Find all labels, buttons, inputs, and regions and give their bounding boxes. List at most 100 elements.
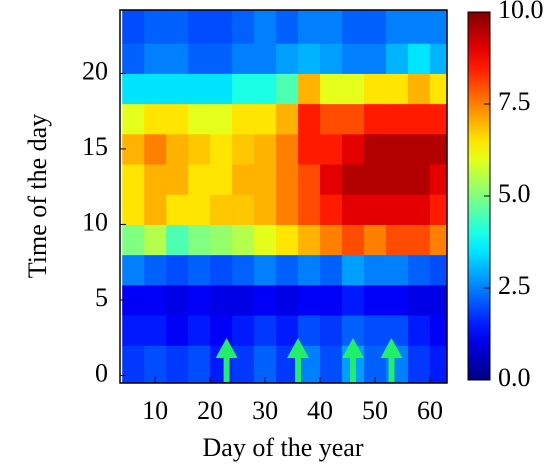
heatmap-cell <box>320 73 343 105</box>
heatmap-cell <box>166 254 189 286</box>
heatmap-cell <box>342 194 365 225</box>
heatmap-cell <box>254 43 277 74</box>
heatmap-cell <box>210 103 233 135</box>
heatmap-cell <box>188 284 211 316</box>
heatmap-cell <box>320 43 343 74</box>
heatmap-cell <box>364 315 387 346</box>
heatmap-cell <box>342 10 365 44</box>
heatmap-cell <box>254 164 277 195</box>
heatmap-cell <box>166 194 189 225</box>
heatmap-cell <box>276 194 299 225</box>
heatmap-cell <box>407 164 431 195</box>
x-axis-label: Day of the year <box>203 433 364 462</box>
heatmap-cell <box>254 224 277 256</box>
heatmap-cell <box>166 43 189 74</box>
heatmap-cell <box>364 133 387 165</box>
heatmap-cell <box>254 345 277 383</box>
heatmap-cell <box>188 194 211 225</box>
heatmap-cell <box>298 133 321 165</box>
heatmap-cell <box>429 133 447 165</box>
heatmap-cell <box>188 103 211 135</box>
heatmap-cell <box>254 10 277 44</box>
heatmap-cell <box>385 254 409 286</box>
heatmap-cell <box>144 315 167 346</box>
heatmap-cell <box>298 254 321 286</box>
heatmap-cell <box>232 284 255 316</box>
x-tick-label: 40 <box>307 396 333 425</box>
heatmap-cell <box>342 73 365 105</box>
heatmap-cell <box>188 254 211 286</box>
heatmap-cell <box>342 224 365 256</box>
heatmap-cell <box>385 43 409 74</box>
heatmap-cell <box>342 43 365 74</box>
heatmap-cell <box>166 10 189 44</box>
heatmap-cell <box>210 73 233 105</box>
heatmap-cell <box>188 73 211 105</box>
heatmap-cell <box>407 43 431 74</box>
heatmap-cell <box>144 133 167 165</box>
heatmap-cell <box>232 224 255 256</box>
heatmap-cell <box>210 194 233 225</box>
heatmap-cell <box>364 224 387 256</box>
heatmap-cell <box>364 284 387 316</box>
x-tick-label: 20 <box>197 396 223 425</box>
heatmap-cell <box>320 345 343 383</box>
heatmap-cell <box>166 73 189 105</box>
heatmap-cell <box>254 103 277 135</box>
heatmap-cell <box>407 315 431 346</box>
heatmap-cell <box>407 194 431 225</box>
heatmap-cell <box>364 164 387 195</box>
heatmap-cell <box>407 224 431 256</box>
heatmap-cell <box>385 284 409 316</box>
heatmap-cell <box>298 43 321 74</box>
heatmap-cell <box>342 315 365 346</box>
heatmap-cell <box>232 103 255 135</box>
heatmap-cell <box>144 164 167 195</box>
heatmap-cell <box>407 254 431 286</box>
heatmap-cell <box>276 284 299 316</box>
colorbar-tick-label: 10.0 <box>498 0 544 24</box>
heatmap-cell <box>122 224 145 256</box>
heatmap-cell <box>188 224 211 256</box>
heatmap-cell <box>429 10 447 44</box>
heatmap-cell <box>210 254 233 286</box>
arrow <box>342 338 365 382</box>
heatmap-cell <box>276 103 299 135</box>
heatmap-cell <box>232 43 255 74</box>
heatmap <box>122 10 447 383</box>
heatmap-cell <box>122 315 145 346</box>
heatmap-cell <box>342 254 365 286</box>
heatmap-cell <box>210 43 233 74</box>
heatmap-cell <box>276 10 299 44</box>
heatmap-cell <box>298 10 321 44</box>
heatmap-cell <box>298 224 321 256</box>
heatmap-cell <box>298 164 321 195</box>
heatmap-cell <box>342 284 365 316</box>
y-tick-label: 20 <box>82 56 108 85</box>
colorbar-tick-label: 7.5 <box>498 87 531 116</box>
heatmap-cell <box>342 103 365 135</box>
heatmap-cell <box>276 164 299 195</box>
x-tick-label: 10 <box>142 396 168 425</box>
heatmap-cell <box>407 103 431 135</box>
heatmap-cell <box>320 103 343 135</box>
heatmap-cell <box>320 254 343 286</box>
heatmap-cell <box>276 315 299 346</box>
heatmap-cell <box>298 194 321 225</box>
heatmap-cell <box>320 164 343 195</box>
heatmap-cell <box>254 194 277 225</box>
colorbar-tick-label: 2.5 <box>498 271 531 300</box>
heatmap-cell <box>232 133 255 165</box>
heatmap-cell <box>166 345 189 383</box>
heatmap-cell <box>122 284 145 316</box>
heatmap-cell <box>144 73 167 105</box>
heatmap-cell <box>122 345 145 383</box>
heatmap-cell <box>166 103 189 135</box>
y-axis-label: Time of the day <box>23 114 52 278</box>
heatmap-cell <box>166 284 189 316</box>
y-tick-label: 5 <box>95 283 108 312</box>
y-tick-label: 15 <box>82 132 108 161</box>
heatmap-cell <box>385 133 409 165</box>
heatmap-cell <box>429 284 447 316</box>
